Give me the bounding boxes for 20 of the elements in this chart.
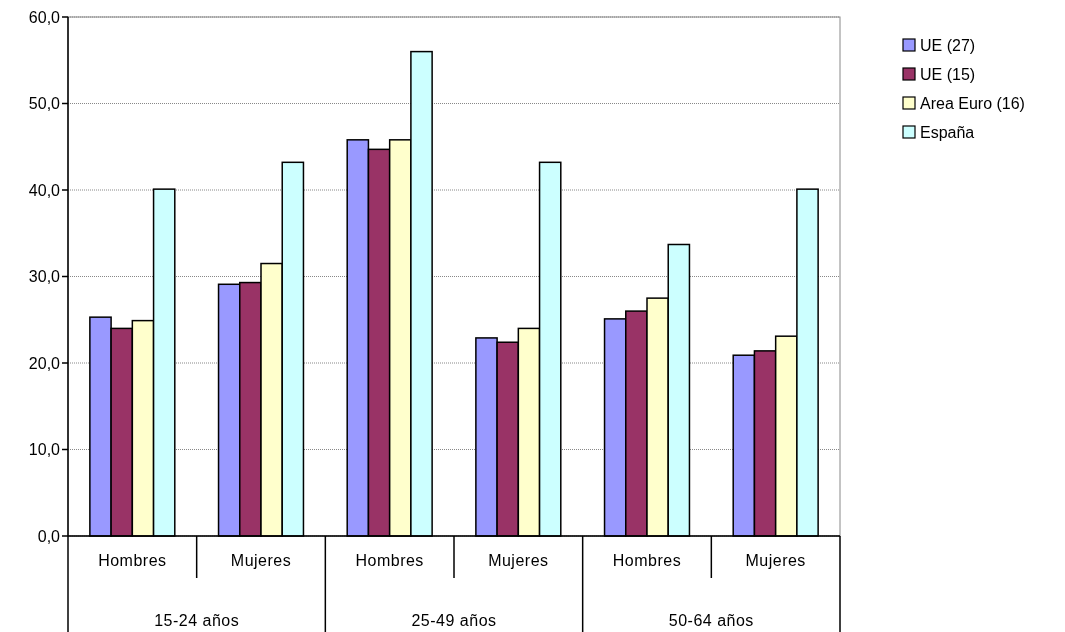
y-tick-label: 50,0	[28, 95, 61, 113]
x-tick-label: Mujeres	[488, 551, 549, 569]
legend-label: UE (27)	[920, 36, 976, 54]
y-tick-label: 10,0	[28, 441, 61, 459]
x-tick-label: Hombres	[98, 551, 167, 569]
y-tick-label: 40,0	[28, 181, 61, 199]
legend-label: UE (15)	[920, 65, 976, 83]
x-tick-label: Mujeres	[745, 551, 806, 569]
y-tick-label: 30,0	[28, 268, 61, 286]
text: 15-24 años	[154, 611, 240, 629]
x-tick-label: Hombres	[355, 551, 424, 569]
legend-label: Area Euro (16)	[920, 94, 1025, 112]
x-tick-label: Hombres	[612, 551, 682, 569]
y-tick-label: 0,0	[37, 527, 61, 545]
x-tick-label: Mujeres	[230, 551, 292, 569]
text: 50-64 años	[668, 611, 754, 629]
y-tick-label: 20,0	[28, 354, 61, 372]
y-tick-label: 60,0	[28, 8, 61, 26]
text: 25-49 años	[411, 611, 497, 629]
legend-label: España	[920, 123, 975, 141]
